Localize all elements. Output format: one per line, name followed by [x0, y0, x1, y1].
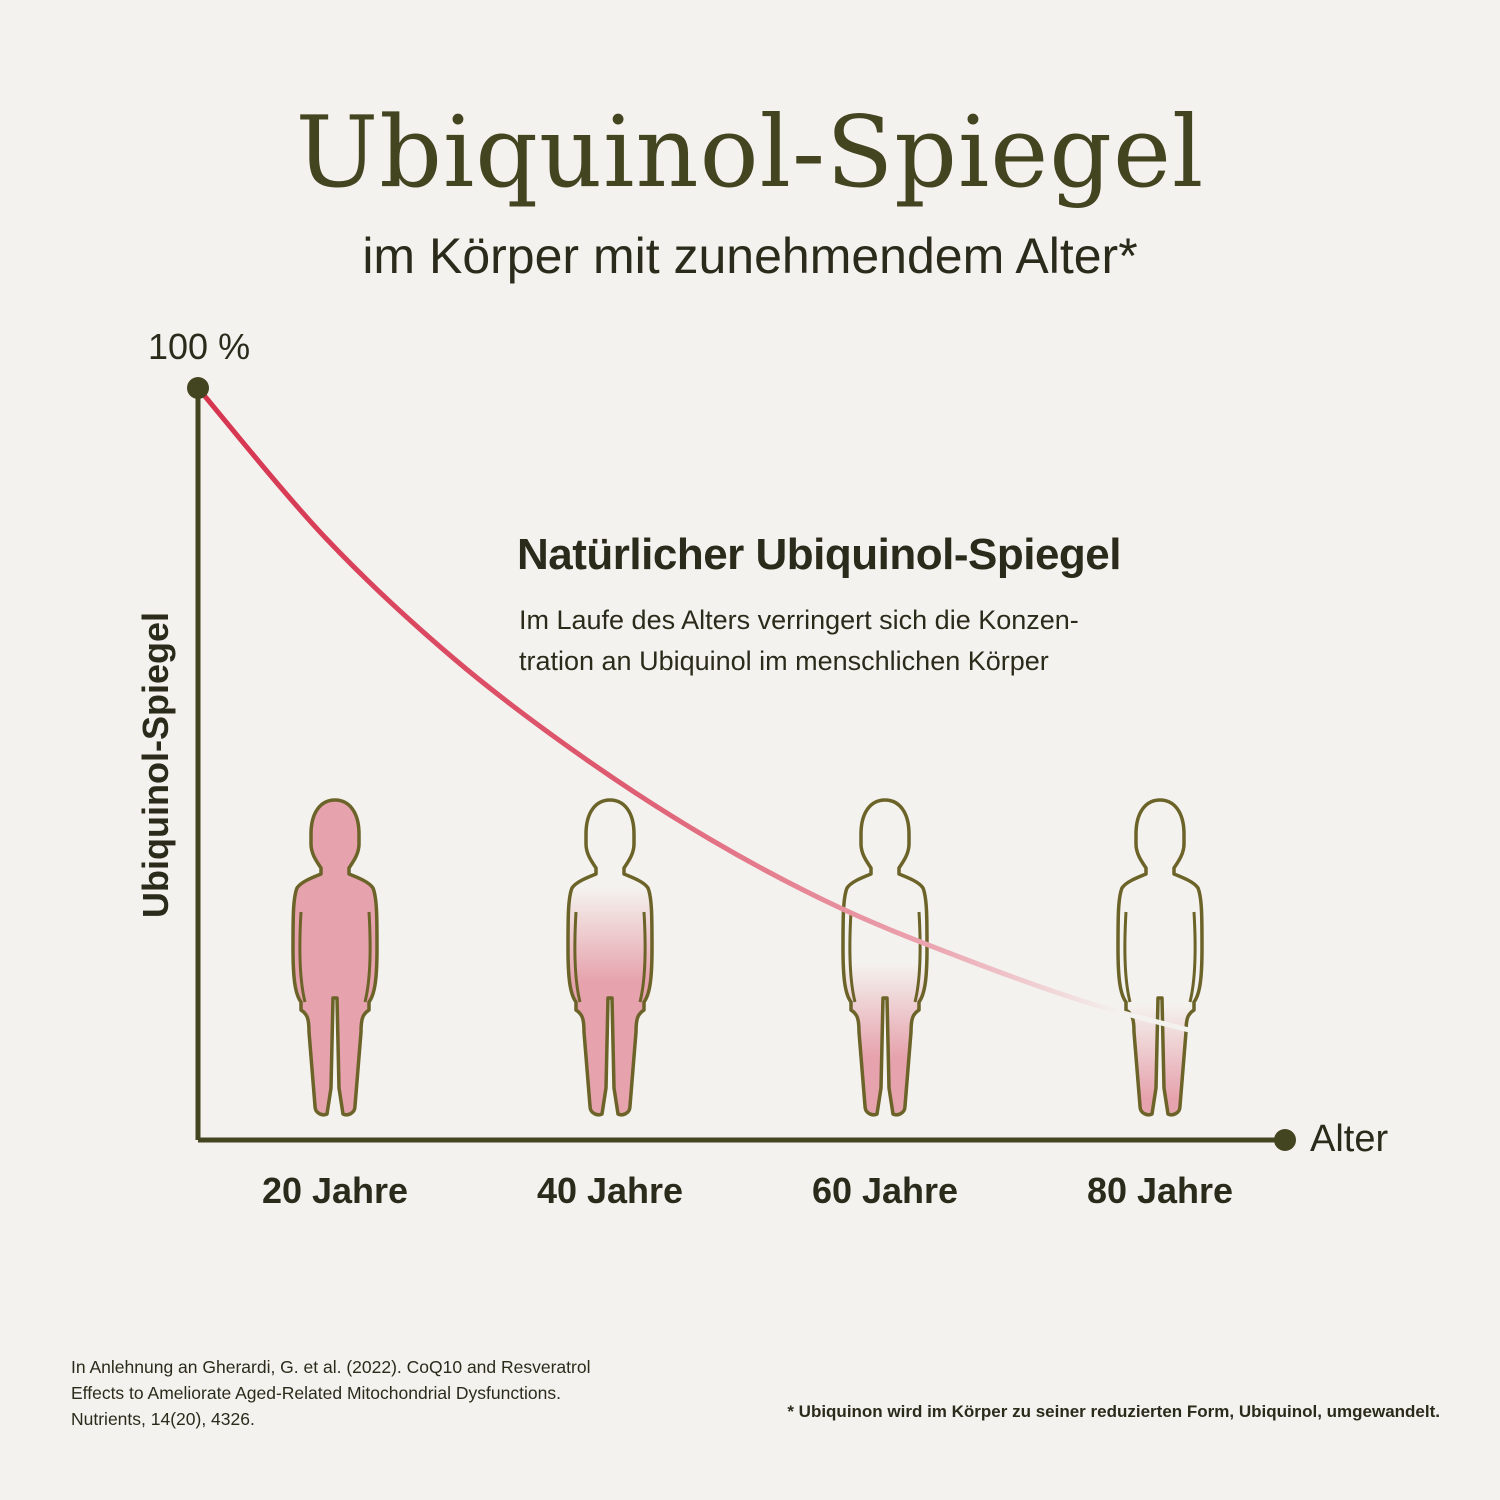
y-axis-end-dot [187, 377, 209, 399]
person-figure-body [291, 798, 379, 1117]
person-figure-arm [1188, 911, 1197, 1003]
person-figure-arm [363, 911, 372, 1003]
person-figure-arm [1123, 911, 1132, 1003]
citation: In Anlehnung an Gherardi, G. et al. (202… [71, 1354, 590, 1432]
citation-line: In Anlehnung an Gherardi, G. et al. (202… [71, 1357, 591, 1377]
x-tick-label: 80 Jahre [1087, 1170, 1233, 1211]
person-figure-arm [573, 911, 582, 1003]
x-axis-end-dot [1274, 1129, 1296, 1151]
annotation-body: Im Laufe des Alters verringert sich die … [519, 600, 1139, 682]
page-subtitle: im Körper mit zunehmendem Alter* [362, 228, 1138, 284]
person-figure [1116, 798, 1204, 1117]
footnote: * Ubiquinon wird im Körper zu seiner red… [787, 1402, 1440, 1421]
annotation-line: tration an Ubiquinol im menschlichen Kör… [519, 646, 1049, 676]
x-tick-label: 40 Jahre [537, 1170, 683, 1211]
annotation-line: Im Laufe des Alters verringert sich die … [519, 605, 1079, 635]
citation-line: Nutrients, 14(20), 4326. [71, 1409, 255, 1429]
figures-group [291, 798, 1204, 1117]
person-figure-arm [848, 911, 857, 1003]
person-figure-arm [298, 911, 307, 1003]
citation-line: Effects to Ameliorate Aged-Related Mitoc… [71, 1383, 561, 1403]
person-figure [841, 798, 929, 1117]
x-tick-label: 20 Jahre [262, 1170, 408, 1211]
y-axis-top-label: 100 % [148, 326, 251, 367]
person-figure-arm [913, 911, 922, 1003]
series-line [195, 385, 1289, 1060]
person-figure-body [841, 798, 929, 1117]
person-figure-arm [638, 911, 647, 1003]
x-tick-labels: 20 Jahre 40 Jahre 60 Jahre 80 Jahre [262, 1170, 1233, 1211]
person-figure [566, 798, 654, 1117]
annotation-title: Natürlicher Ubiquinol-Spiegel [517, 530, 1122, 579]
person-figure-body [1116, 798, 1204, 1117]
page-title: Ubiquinol-Spiegel [295, 96, 1205, 210]
person-figure [291, 798, 379, 1117]
person-figure-body [566, 798, 654, 1117]
x-axis-label: Alter [1310, 1118, 1389, 1160]
x-tick-label: 60 Jahre [812, 1170, 958, 1211]
